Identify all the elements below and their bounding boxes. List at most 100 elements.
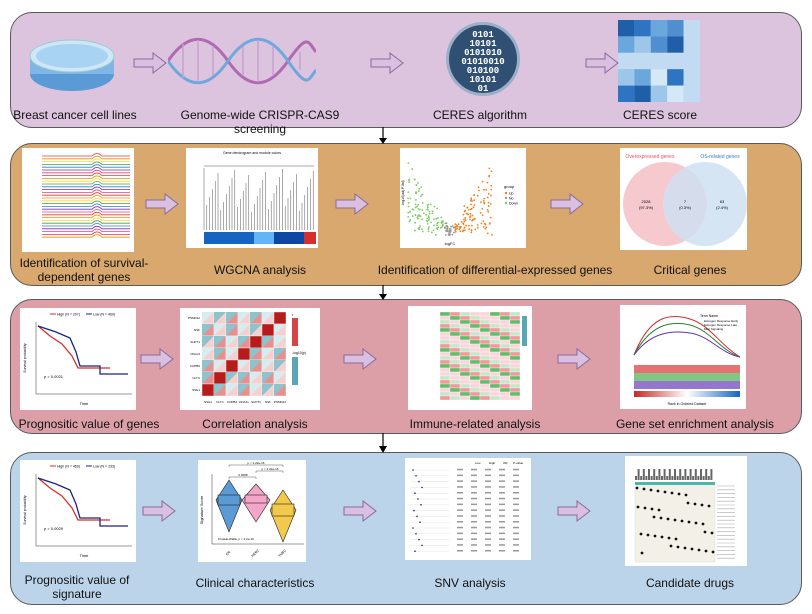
label-candidate-drugs: Candidate drugs [645, 576, 735, 590]
km-text: Survival probability [23, 495, 27, 525]
drug-bar [637, 469, 640, 480]
snv-table-cell [499, 532, 505, 535]
ridge-line [42, 186, 130, 190]
immune-cell [439, 343, 451, 349]
immune-cell [499, 327, 511, 333]
snv-table-cell [499, 509, 505, 511]
heatmap-cell [650, 69, 668, 86]
volcano-point [483, 188, 486, 191]
correlation-pvalue-triangle [274, 384, 286, 396]
venn-mid-count: 7 [684, 199, 687, 204]
immune-cell [479, 355, 491, 361]
correlation-pvalue-triangle [274, 324, 286, 336]
volcano-point [487, 210, 490, 213]
volcano-point [487, 193, 490, 195]
volcano-point [428, 216, 430, 219]
immune-cell [469, 363, 481, 369]
immune-cell [469, 367, 481, 373]
volcano-point [427, 219, 430, 221]
immune-cell [479, 335, 491, 341]
correlation-pvalue-triangle [250, 312, 262, 324]
immune-cell [509, 319, 521, 325]
right-arrow-icon [370, 52, 404, 74]
drug-point [640, 551, 644, 555]
ridge-line [42, 175, 130, 179]
drug-bar [635, 476, 637, 480]
snv-table-cell [485, 497, 491, 500]
snv-point [412, 469, 414, 471]
drug-point [656, 489, 660, 493]
volcano-point [473, 199, 476, 202]
snv-table-cell [513, 515, 519, 517]
drug-bar [684, 469, 687, 480]
snv-table-cell [513, 532, 519, 535]
snv-point [418, 538, 420, 541]
right-arrow-icon [343, 500, 377, 522]
drug-bar [705, 469, 708, 480]
ridge-line [42, 167, 130, 171]
volcano-legend-title: group [504, 184, 515, 189]
volcano-point [485, 226, 488, 229]
correlation-pvalue-triangle [214, 384, 226, 396]
immune-cell [439, 339, 451, 345]
petri-dish-image [29, 39, 115, 91]
ridge-line [42, 231, 130, 235]
immune-cell [509, 379, 521, 385]
km-text: p = 0.0021 [44, 374, 64, 379]
heatmap-cell [667, 20, 684, 37]
volcano-point [441, 224, 444, 226]
correlation-pvalue-triangle [202, 372, 214, 384]
correlation-pvalue-triangle [214, 360, 226, 372]
snv-table-cell [513, 474, 519, 477]
snv-point [412, 527, 414, 529]
immune-cell [499, 387, 511, 393]
drug-point [704, 549, 708, 553]
drug-point [650, 507, 654, 511]
immune-cell [459, 331, 471, 337]
volcano-point [477, 186, 480, 189]
label-correlation: Correlation analysis [202, 417, 308, 431]
right-arrow-icon [557, 500, 591, 522]
ridge-line [42, 178, 130, 182]
immune-cell [469, 355, 481, 361]
volcano-point [476, 224, 479, 226]
ridge-line [42, 164, 130, 168]
snv-table-cell [457, 480, 463, 482]
correlation-pvalue-triangle [226, 384, 238, 396]
volcano-point [486, 196, 489, 199]
binary-text: 0101010 [464, 48, 502, 58]
volcano-point [448, 234, 450, 237]
legend-no: No [509, 197, 514, 201]
volcano-xlabel: logFC [445, 241, 456, 246]
volcano-point [483, 197, 486, 200]
drug-point [701, 522, 705, 526]
volcano-point [444, 222, 447, 225]
immune-cell [499, 383, 511, 389]
snv-table-cell [499, 521, 505, 523]
snv-table-cell [499, 526, 505, 529]
correlation-heatmap-thumbnail: PSMD12SSH1NSFCLTCSUPT1COPB2DNAJ1DNAJ1COP… [180, 308, 320, 410]
volcano-point [427, 215, 430, 217]
volcano-point [431, 212, 434, 215]
immune-cell [449, 371, 461, 377]
volcano-point [426, 217, 429, 220]
immune-cell [449, 335, 461, 341]
snv-table-cell [485, 480, 491, 482]
volcano-point [490, 170, 493, 173]
snv-table-cell [499, 550, 505, 552]
immune-cell [449, 339, 461, 345]
snv-table-cell [513, 521, 519, 523]
drug-point [684, 493, 688, 497]
immune-cell [459, 315, 471, 321]
volcano-point [436, 207, 439, 210]
snv-table-cell [457, 544, 463, 546]
immune-heatmap-thumbnail [408, 306, 532, 410]
snv-point [415, 533, 417, 535]
drug-point [680, 519, 684, 523]
volcano-point [462, 222, 465, 225]
volcano-point [488, 222, 491, 225]
heatmap-cell [634, 36, 651, 53]
drug-bar [694, 469, 697, 480]
immune-cell [489, 363, 501, 369]
drug-point [663, 490, 667, 494]
